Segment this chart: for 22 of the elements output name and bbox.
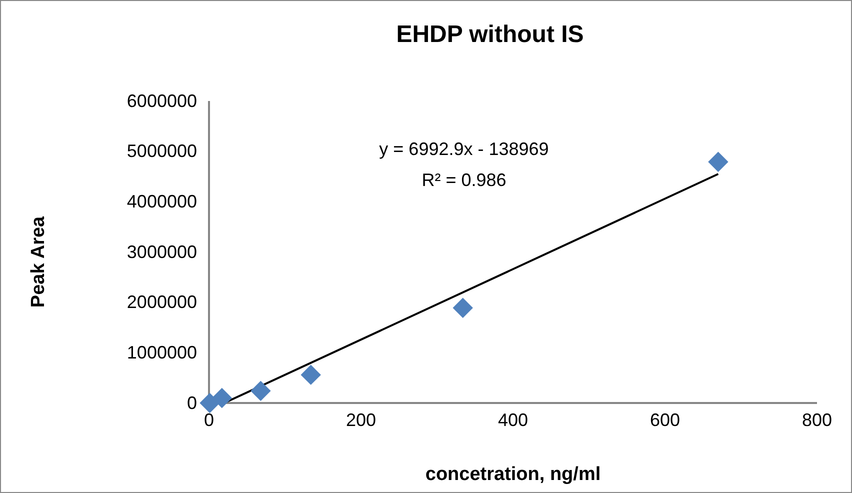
point — [212, 388, 232, 408]
y-tick-label: 3000000 — [126, 242, 197, 262]
point — [452, 298, 473, 318]
x-tick-label: 400 — [498, 410, 528, 430]
chart-title: EHDP without IS — [396, 21, 584, 48]
y-tick-label: 6000000 — [126, 90, 197, 111]
x-tick-label: 600 — [650, 410, 680, 430]
y-tick-label: 2000000 — [126, 292, 197, 312]
y-tick-label: 5000000 — [126, 141, 197, 162]
x-tick-label: 0 — [204, 410, 214, 430]
y-axis-title: Peak Area — [28, 216, 49, 308]
point — [250, 380, 271, 402]
x-tick-label: 200 — [346, 410, 376, 430]
x-tick-label: 800 — [802, 410, 832, 430]
annotation: R² = 0.986 — [422, 170, 506, 190]
x-axis-title: concetration, ng/ml — [425, 464, 601, 485]
y-tick-label: 0 — [186, 392, 197, 413]
point — [300, 364, 321, 385]
annotation: y = 6992.9x - 138969 — [379, 139, 549, 159]
y-tick-label: 4000000 — [126, 191, 197, 212]
y-tick-label: 1000000 — [126, 342, 197, 362]
point — [708, 152, 728, 172]
